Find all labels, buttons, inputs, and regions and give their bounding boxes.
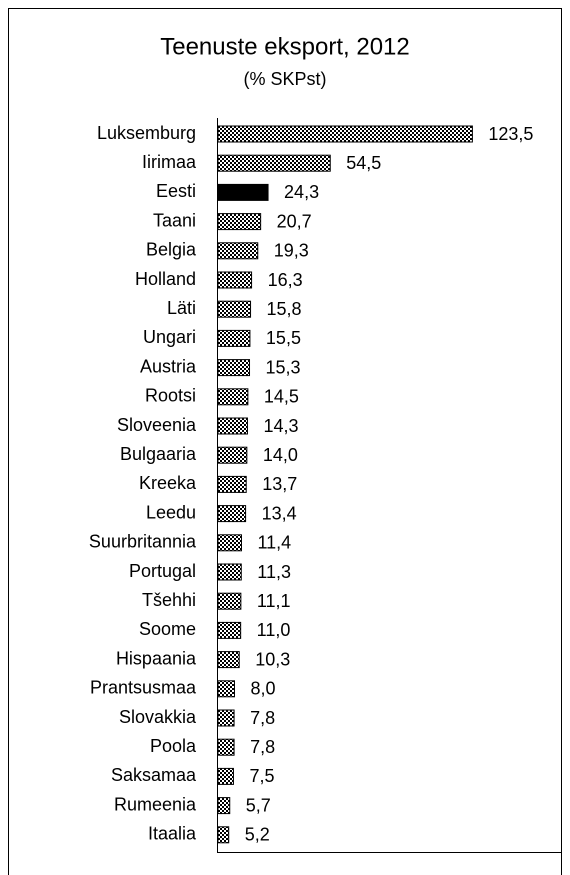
category-label: Belgia <box>146 240 197 260</box>
category-label: Bulgaaria <box>120 444 197 464</box>
bar <box>217 417 248 435</box>
category-label: Luksemburg <box>97 123 196 143</box>
category-label: Eesti <box>156 181 196 201</box>
bar <box>217 505 247 523</box>
bar <box>217 563 242 581</box>
value-label: 11,4 <box>257 533 291 553</box>
bar <box>217 534 242 552</box>
category-label: Soome <box>139 619 196 639</box>
category-label: Taani <box>153 210 196 230</box>
value-label: 15,8 <box>267 299 302 319</box>
category-label: Itaalia <box>148 824 197 844</box>
value-label: 7,8 <box>250 737 275 757</box>
bar <box>217 826 230 844</box>
bar <box>217 154 331 172</box>
value-label: 10,3 <box>255 649 290 669</box>
value-label: 7,5 <box>249 766 274 786</box>
category-label: Suurbritannia <box>89 532 197 552</box>
category-label: Kreeka <box>139 473 197 493</box>
category-label: Holland <box>135 269 196 289</box>
value-label: 24,3 <box>284 182 319 202</box>
value-label: 15,5 <box>266 328 301 348</box>
value-label: 14,0 <box>263 445 298 465</box>
bar <box>217 242 259 260</box>
category-label: Slovakkia <box>119 707 197 727</box>
value-label: 19,3 <box>274 241 309 261</box>
category-label: Saksamaa <box>111 765 197 785</box>
value-label: 8,0 <box>250 679 275 699</box>
category-label: Rumeenia <box>114 794 197 814</box>
bar <box>217 767 234 785</box>
category-label: Sloveenia <box>117 415 197 435</box>
frame <box>8 8 562 875</box>
bar <box>217 271 253 289</box>
category-label: Tšehhi <box>142 590 196 610</box>
chart-subtitle: (% SKPst) <box>243 69 326 89</box>
category-label: Ungari <box>143 327 196 347</box>
bar <box>217 651 240 669</box>
value-label: 5,7 <box>246 795 271 815</box>
bar <box>217 213 262 231</box>
category-label: Leedu <box>146 502 196 522</box>
value-label: 13,7 <box>262 474 297 494</box>
category-label: Rootsi <box>145 386 196 406</box>
category-label: Läti <box>167 298 196 318</box>
category-label: Hispaania <box>116 648 197 668</box>
value-label: 14,5 <box>264 387 299 407</box>
bar <box>217 621 242 639</box>
value-label: 54,5 <box>346 153 381 173</box>
value-label: 16,3 <box>268 270 303 290</box>
bar <box>217 709 235 727</box>
value-label: 14,3 <box>263 416 298 436</box>
value-label: 20,7 <box>277 211 312 231</box>
value-label: 11,1 <box>257 591 291 611</box>
bar <box>217 300 252 318</box>
bar <box>217 592 242 610</box>
bar <box>217 797 231 815</box>
bar <box>217 183 269 201</box>
bar <box>217 446 248 464</box>
bar <box>217 125 473 143</box>
bar <box>217 388 249 406</box>
category-label: Austria <box>140 356 197 376</box>
value-label: 5,2 <box>245 825 270 845</box>
chart-title: Teenuste eksport, 2012 <box>160 33 410 60</box>
bar <box>217 738 235 756</box>
category-label: Iirimaa <box>142 152 197 172</box>
axis <box>217 118 562 853</box>
value-label: 11,3 <box>257 562 291 582</box>
value-label: 15,3 <box>266 357 301 377</box>
value-label: 7,8 <box>250 708 275 728</box>
value-label: 11,0 <box>257 620 291 640</box>
bar <box>217 329 251 347</box>
bar <box>217 680 235 698</box>
category-label: Portugal <box>129 561 196 581</box>
bar <box>217 359 251 377</box>
bar <box>217 475 247 493</box>
category-label: Poola <box>150 736 197 756</box>
value-label: 123,5 <box>488 124 533 144</box>
value-label: 13,4 <box>262 503 297 523</box>
category-label: Prantsusmaa <box>90 678 197 698</box>
